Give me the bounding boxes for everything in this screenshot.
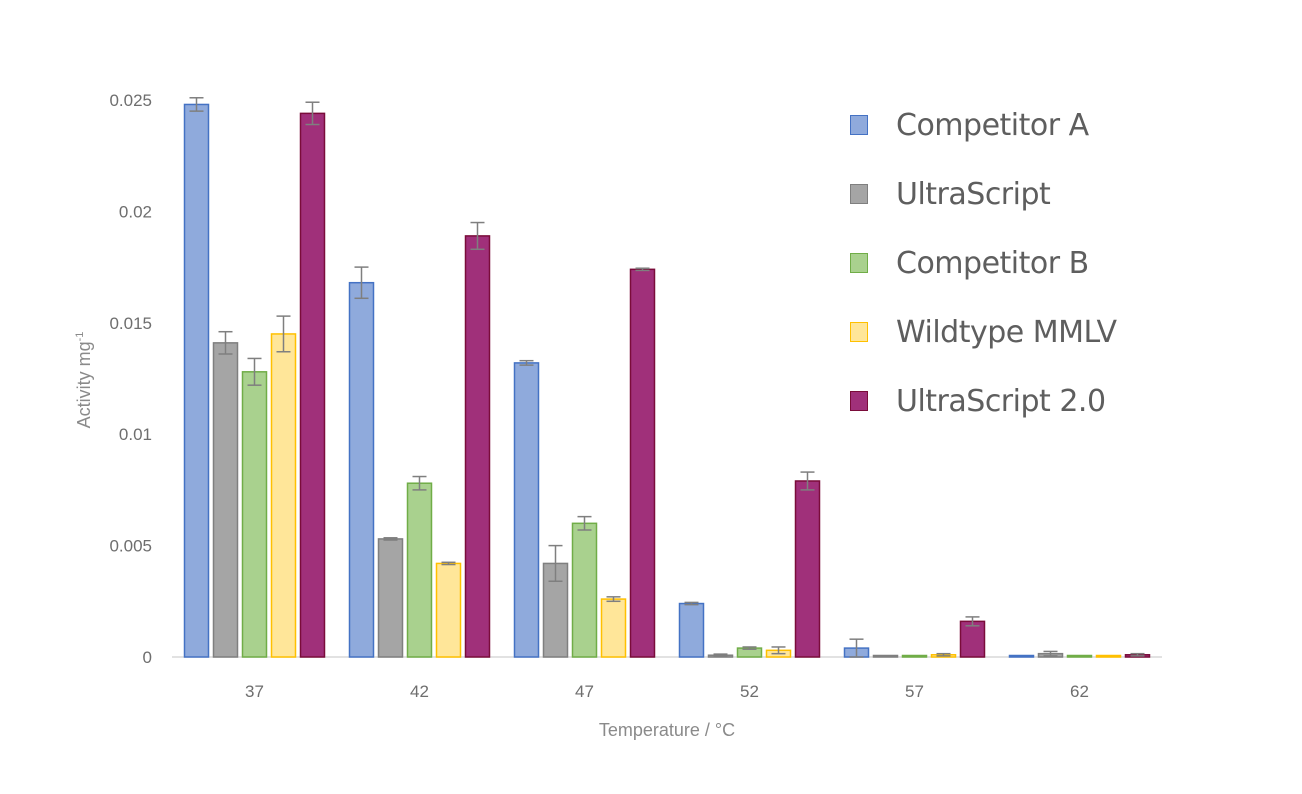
y-tick-label: 0.025 — [109, 91, 152, 110]
bar — [901, 654, 928, 658]
bar — [406, 482, 433, 658]
bar — [299, 112, 326, 658]
y-tick-label: 0.005 — [109, 537, 152, 556]
bar — [1095, 654, 1122, 658]
y-axis-title: Activity mg-1 — [74, 332, 94, 429]
legend-item-ultrascript: UltraScript — [850, 171, 1116, 217]
bar — [1008, 654, 1035, 658]
bar — [678, 602, 705, 658]
bar — [959, 620, 986, 658]
bar — [464, 235, 491, 658]
x-axis-title: Temperature / °C — [599, 720, 735, 740]
y-axis: 0 0.005 0.01 0.015 0.02 0.025 — [109, 91, 152, 667]
legend-item-ultrascript-2: UltraScript 2.0 — [850, 378, 1116, 424]
bar — [794, 480, 821, 658]
bar — [212, 342, 239, 658]
swatch-icon — [850, 184, 868, 204]
legend-item-competitor-b: Competitor B — [850, 240, 1116, 286]
bar — [348, 281, 375, 658]
swatch-icon — [850, 322, 868, 342]
bar — [571, 522, 598, 658]
x-tick-label: 47 — [575, 682, 594, 701]
swatch-icon — [850, 391, 868, 411]
swatch-icon — [850, 115, 868, 135]
bar — [435, 562, 462, 658]
legend-label: Competitor A — [896, 107, 1089, 143]
x-tick-label: 42 — [410, 682, 429, 701]
bars — [183, 97, 1151, 658]
bar — [629, 268, 656, 658]
bar — [600, 598, 627, 658]
bar — [513, 362, 540, 658]
y-tick-label: 0.015 — [109, 314, 152, 333]
legend-item-competitor-a: Competitor A — [850, 102, 1116, 148]
bar — [270, 333, 297, 658]
x-tick-label: 62 — [1070, 682, 1089, 701]
x-tick-label: 52 — [740, 682, 759, 701]
y-tick-label: 0 — [143, 648, 152, 667]
x-axis: 37 42 47 52 57 62 — [172, 656, 1162, 701]
legend-label: UltraScript 2.0 — [896, 383, 1106, 419]
bar — [1066, 654, 1093, 658]
bar — [183, 103, 210, 658]
y-tick-label: 0.02 — [119, 202, 152, 221]
y-tick-label: 0.01 — [119, 425, 152, 444]
x-tick-label: 57 — [905, 682, 924, 701]
swatch-icon — [850, 253, 868, 273]
legend: Competitor A UltraScript Competitor B Wi… — [850, 102, 1117, 447]
bar — [241, 371, 268, 658]
bar — [377, 538, 404, 658]
legend-label: Wildtype MMLV — [896, 314, 1117, 350]
legend-label: UltraScript — [896, 176, 1051, 212]
x-tick-label: 37 — [245, 682, 264, 701]
legend-item-wildtype-mmlv: Wildtype MMLV — [850, 309, 1117, 355]
bar — [872, 654, 899, 658]
legend-label: Competitor B — [896, 245, 1089, 281]
